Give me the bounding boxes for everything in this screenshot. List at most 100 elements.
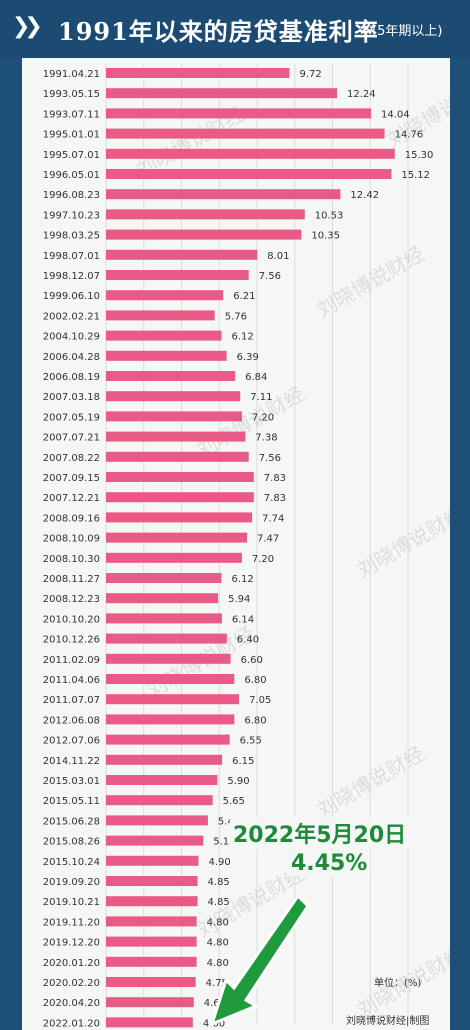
category-label: 2004.10.29 bbox=[43, 332, 100, 343]
category-label: 1998.03.25 bbox=[43, 231, 100, 242]
value-label: 6.14 bbox=[232, 614, 254, 625]
category-label: 2019.12.20 bbox=[43, 938, 100, 949]
bar bbox=[106, 653, 231, 664]
value-label: 6.60 bbox=[241, 655, 263, 666]
bar bbox=[106, 613, 222, 624]
bar bbox=[106, 956, 197, 967]
category-label: 2007.12.21 bbox=[43, 493, 100, 504]
category-label: 2007.07.21 bbox=[43, 433, 100, 444]
bar bbox=[106, 270, 249, 280]
credit-label: 刘晓博说财经|制图 bbox=[346, 1016, 430, 1027]
category-label: 1995.07.01 bbox=[43, 150, 100, 161]
category-label: 2019.11.20 bbox=[43, 917, 100, 928]
bar bbox=[106, 128, 385, 139]
category-label: 2020.04.20 bbox=[43, 998, 100, 1009]
value-label: 15.12 bbox=[401, 170, 430, 181]
bar bbox=[106, 88, 338, 99]
value-label: 5.65 bbox=[223, 796, 245, 807]
watermark-text: 刘晓博说财经 bbox=[353, 502, 451, 583]
bar-chart: 刘晓博说财经刘晓博说财经刘晓博说财经刘晓博说财经刘晓博说财经刘晓博说财经刘晓博说… bbox=[43, 64, 451, 1029]
category-label: 2008.12.23 bbox=[43, 594, 100, 605]
value-label: 4.85 bbox=[208, 897, 230, 908]
category-label: 2014.11.22 bbox=[43, 756, 100, 767]
category-label: 2008.09.16 bbox=[43, 513, 100, 524]
value-label: 14.76 bbox=[395, 130, 424, 141]
value-label: 5.76 bbox=[225, 311, 247, 322]
category-label: 1996.05.01 bbox=[43, 170, 100, 181]
category-label: 2011.02.09 bbox=[43, 655, 100, 666]
category-label: 2008.10.30 bbox=[43, 554, 100, 565]
bar bbox=[106, 855, 199, 866]
category-label: 1993.05.15 bbox=[43, 89, 100, 100]
category-label: 2015.03.01 bbox=[43, 776, 100, 787]
bar bbox=[106, 532, 247, 543]
category-label: 2002.02.21 bbox=[43, 311, 100, 322]
bar bbox=[106, 472, 254, 482]
category-label: 2012.06.08 bbox=[43, 715, 100, 726]
category-label: 1999.06.10 bbox=[43, 291, 100, 302]
category-label: 2007.05.19 bbox=[43, 412, 100, 423]
bar bbox=[106, 1017, 193, 1028]
value-label: 12.24 bbox=[347, 89, 376, 100]
value-label: 7.56 bbox=[259, 271, 281, 282]
bar bbox=[106, 229, 302, 240]
value-label: 7.20 bbox=[252, 412, 274, 423]
bar bbox=[106, 209, 305, 220]
category-label: 2007.09.15 bbox=[43, 473, 100, 484]
bar bbox=[106, 795, 213, 806]
bar bbox=[106, 552, 242, 563]
value-label: 10.35 bbox=[311, 231, 340, 242]
value-label: 6.84 bbox=[245, 372, 267, 383]
value-label: 12.42 bbox=[350, 190, 379, 201]
category-label: 2007.03.18 bbox=[43, 392, 100, 403]
value-label: 4.90 bbox=[208, 857, 230, 868]
bar bbox=[106, 997, 194, 1008]
value-label: 5.40 bbox=[218, 816, 240, 827]
category-label: 2019.09.20 bbox=[43, 877, 100, 888]
value-label: 7.47 bbox=[257, 534, 279, 545]
annotation-date: 2022年5月20日 bbox=[230, 817, 410, 849]
double-chevron-icon: ❯❯ bbox=[12, 14, 43, 39]
bar bbox=[106, 148, 395, 159]
category-label: 2011.04.06 bbox=[43, 675, 100, 686]
value-label: 10.53 bbox=[315, 210, 344, 221]
value-label: 6.21 bbox=[233, 291, 255, 302]
bar bbox=[106, 593, 219, 604]
bar bbox=[106, 371, 236, 381]
category-label: 1998.07.01 bbox=[43, 251, 100, 262]
value-label: 6.80 bbox=[244, 715, 266, 726]
value-label: 7.74 bbox=[262, 513, 284, 524]
category-label: 1995.01.01 bbox=[43, 130, 100, 141]
bar bbox=[106, 451, 249, 462]
category-label: 2020.02.20 bbox=[43, 978, 100, 989]
bar bbox=[106, 411, 242, 422]
value-label: 6.39 bbox=[237, 352, 259, 363]
category-label: 2015.05.11 bbox=[43, 796, 100, 807]
bar bbox=[106, 512, 253, 523]
bar bbox=[106, 936, 197, 947]
bar bbox=[106, 573, 222, 583]
bar bbox=[106, 694, 240, 705]
bar bbox=[106, 169, 392, 179]
value-label: 4.65 bbox=[204, 998, 226, 1009]
value-label: 6.12 bbox=[232, 574, 254, 585]
category-label: 2015.06.28 bbox=[43, 816, 100, 827]
bar bbox=[106, 815, 208, 826]
value-label: 7.83 bbox=[264, 473, 286, 484]
value-label: 4.75 bbox=[206, 978, 228, 989]
unit-label: 单位：(%) bbox=[374, 978, 422, 989]
category-label: 2019.10.21 bbox=[43, 897, 100, 908]
value-label: 5.15 bbox=[213, 837, 235, 848]
bar bbox=[106, 492, 254, 503]
value-label: 4.85 bbox=[208, 877, 230, 888]
bar bbox=[106, 189, 341, 200]
value-label: 7.38 bbox=[255, 433, 277, 444]
value-label: 14.04 bbox=[381, 109, 410, 120]
category-label: 2010.10.20 bbox=[43, 614, 100, 625]
category-label: 2010.12.26 bbox=[43, 635, 100, 646]
value-label: 8.01 bbox=[267, 251, 289, 262]
category-label: 1991.04.21 bbox=[43, 69, 100, 80]
bar bbox=[106, 714, 235, 725]
value-label: 7.11 bbox=[250, 392, 272, 403]
value-label: 5.90 bbox=[227, 776, 249, 787]
